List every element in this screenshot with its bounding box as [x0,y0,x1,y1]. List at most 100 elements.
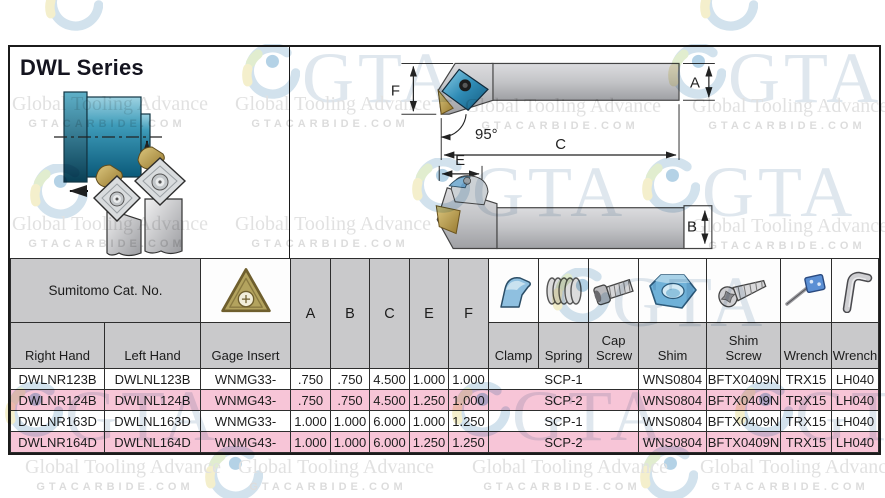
spec-table: Sumitomo Cat. No. A B C E F [9,258,879,453]
watermark-text: Global Tooling Advance GTACARBIDE.COM [472,456,668,493]
shim-screw-value: BFTX0409N [706,389,782,411]
dimension-drawing: F A 95° C E [391,62,715,250]
cap-screw-icon-cell [588,258,640,323]
clamp-header: Clamp [488,322,540,369]
right-hand-catno: DWLNR124B [10,389,105,411]
dim-f: 1.250 [448,410,490,432]
left-hand-catno: DWLNL164D [103,431,202,453]
dim-e: 1.000 [409,368,450,390]
torx-wrench-icon [785,273,826,306]
shim-header: Shim [638,322,708,369]
dim-a: .750 [290,389,332,411]
dim-b: .750 [330,389,371,411]
top-section: DWL Series [10,47,879,258]
catalog-group-header: Sumitomo Cat. No. [9,258,202,323]
dim-f: 1.000 [448,368,490,390]
hex-wrench-icon [842,271,873,313]
spring-header: Spring [538,322,590,369]
clamp-icon [499,276,531,308]
dim-e: 1.000 [409,410,450,432]
gage-insert-value: WNMG43- [200,431,292,453]
dim-header-b: B [330,258,371,369]
gage-insert-icon [220,267,271,312]
dim-b: 1.000 [330,410,371,432]
top-view [435,175,713,250]
gage-insert-icon-cell [200,258,292,323]
cap-screw-header: Cap Screw [588,322,640,369]
wrench2-value: LH040 [831,431,879,453]
dim-e: 1.250 [409,389,450,411]
watermark-logo [45,0,105,34]
dim-label-f: F [391,82,400,99]
dim-a: 1.000 [290,410,332,432]
dim-b: .750 [330,368,371,390]
gage-insert-value: WNMG33- [200,410,292,432]
shim-screw-icon-cell [706,258,782,323]
right-hand-catno: DWLNR164D [10,431,105,453]
dim-e: 1.250 [409,431,450,453]
wrench2-value: LH040 [831,410,879,432]
shim-screw-value: BFTX0409N [706,368,782,390]
left-hand-catno: DWLNL123B [103,368,202,390]
dim-c: 4.500 [369,389,411,411]
dim-f: 1.000 [448,389,490,411]
dim-header-a: A [290,258,332,369]
dim-a: .750 [290,368,332,390]
table-row: DWLNR123B DWLNL123B WNMG33- .750 .750 4.… [10,368,879,390]
catalog-frame: DWL Series [8,45,881,455]
angle-label: 95° [475,126,498,143]
shim-value: WNS0804 [638,431,708,453]
gage-insert-value: WNMG43- [200,389,292,411]
clamp-set-value: SCP-1 [488,368,640,390]
clamp-set-value: SCP-2 [488,389,640,411]
dim-label-e: E [455,152,465,169]
dim-c: 4.500 [369,368,411,390]
wrench2-value: LH040 [831,368,879,390]
wrench2-value: LH040 [831,389,879,411]
shim-screw-icon [717,279,767,307]
spring-icon-cell [538,258,590,323]
torx-wrench-icon-cell [780,258,833,323]
right-hand-catno: DWLNR163D [10,410,105,432]
left-hand-header: Left Hand [103,322,202,369]
side-view [437,62,680,115]
dim-label-a: A [690,74,700,91]
shim-value: WNS0804 [638,389,708,411]
table-row: DWLNR163D DWLNL163D WNMG33- 1.000 1.000 … [10,410,879,432]
cap-screw-icon [592,278,634,305]
dim-c: 6.000 [369,410,411,432]
right-hand-catno: DWLNR123B [10,368,105,390]
application-illustration [54,91,187,257]
clamp-icon-cell [488,258,540,323]
shim-screw-value: BFTX0409N [706,410,782,432]
wrench-header-2: Wrench [831,322,879,369]
wrench-header-1: Wrench [780,322,833,369]
left-hand-catno: DWLNL124B [103,389,202,411]
dim-label-b: B [687,219,697,236]
shim-value: WNS0804 [638,410,708,432]
table-row: DWLNR124B DWLNL124B WNMG43- .750 .750 4.… [10,389,879,411]
wrench1-value: TRX15 [780,431,833,453]
shim-icon-cell [638,258,708,323]
dimension-drawing-panel: F A 95° C E [290,47,879,258]
wrench1-value: TRX15 [780,389,833,411]
watermark-text: Global Tooling Advance GTACARBIDE.COM [25,456,221,493]
clamp-set-value: SCP-1 [488,410,640,432]
dim-b: 1.000 [330,431,371,453]
dim-label-c: C [555,136,566,153]
toolholder-right [133,146,187,255]
gage-insert-header: Gage Insert [200,322,292,369]
table-row: DWLNR164D DWLNL164D WNMG43- 1.000 1.000 … [10,431,879,453]
gage-insert-value: WNMG33- [200,368,292,390]
series-title: DWL Series [20,55,144,80]
spring-icon [545,276,582,305]
dim-c: 6.000 [369,431,411,453]
dim-header-c: C [369,258,411,369]
dim-f: 1.250 [448,431,490,453]
shim-screw-header: Shim Screw [706,322,782,369]
series-illustration-panel: DWL Series [10,47,290,258]
watermark-text: Global Tooling Advance GTACARBIDE.COM [238,456,434,493]
watermark-logo [700,0,760,34]
right-hand-header: Right Hand [10,322,105,369]
hex-wrench-icon-cell [831,258,879,323]
